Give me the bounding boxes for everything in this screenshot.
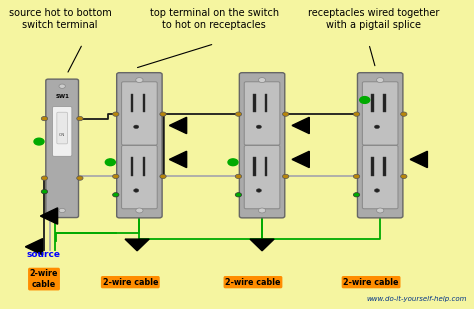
Text: 2-wire
cable: 2-wire cable bbox=[30, 269, 58, 289]
FancyBboxPatch shape bbox=[117, 73, 162, 218]
Bar bbox=[372, 157, 374, 176]
Bar bbox=[253, 94, 256, 112]
Circle shape bbox=[113, 174, 119, 179]
Circle shape bbox=[113, 112, 119, 116]
Circle shape bbox=[134, 125, 139, 129]
Circle shape bbox=[136, 208, 143, 213]
FancyBboxPatch shape bbox=[244, 82, 280, 145]
Circle shape bbox=[77, 116, 83, 121]
FancyBboxPatch shape bbox=[122, 146, 157, 209]
Circle shape bbox=[401, 112, 407, 116]
Bar bbox=[383, 157, 385, 176]
Circle shape bbox=[401, 174, 407, 179]
Bar bbox=[131, 94, 133, 112]
Polygon shape bbox=[169, 151, 187, 167]
Text: ON: ON bbox=[59, 133, 65, 137]
Circle shape bbox=[160, 174, 166, 179]
Text: 2-wire cable: 2-wire cable bbox=[225, 278, 281, 287]
FancyBboxPatch shape bbox=[46, 79, 79, 218]
Text: www.do-it-yourself-help.com: www.do-it-yourself-help.com bbox=[366, 296, 466, 302]
Circle shape bbox=[34, 138, 44, 145]
Circle shape bbox=[354, 193, 360, 197]
Text: receptacles wired together
with a pigtail splice: receptacles wired together with a pigtai… bbox=[308, 8, 439, 30]
FancyBboxPatch shape bbox=[122, 82, 157, 145]
Circle shape bbox=[41, 189, 47, 194]
Bar bbox=[253, 157, 256, 176]
Circle shape bbox=[41, 116, 47, 121]
Circle shape bbox=[136, 78, 143, 83]
Circle shape bbox=[256, 125, 262, 129]
Circle shape bbox=[360, 97, 370, 104]
Text: SW1: SW1 bbox=[55, 95, 69, 99]
Bar bbox=[265, 157, 267, 176]
Polygon shape bbox=[410, 151, 428, 167]
Circle shape bbox=[258, 78, 266, 83]
Circle shape bbox=[283, 174, 289, 179]
Bar bbox=[143, 94, 145, 112]
Polygon shape bbox=[250, 239, 274, 251]
Polygon shape bbox=[125, 239, 149, 251]
Polygon shape bbox=[26, 239, 43, 255]
Circle shape bbox=[374, 125, 380, 129]
Circle shape bbox=[134, 189, 139, 192]
Circle shape bbox=[374, 189, 380, 192]
Text: 2-wire cable: 2-wire cable bbox=[102, 278, 158, 287]
Bar bbox=[383, 94, 385, 112]
FancyBboxPatch shape bbox=[362, 82, 398, 145]
Circle shape bbox=[235, 112, 242, 116]
Text: source hot to bottom
switch terminal: source hot to bottom switch terminal bbox=[9, 8, 111, 30]
Circle shape bbox=[41, 176, 47, 180]
FancyBboxPatch shape bbox=[244, 146, 280, 209]
Circle shape bbox=[376, 78, 384, 83]
Circle shape bbox=[283, 112, 289, 116]
Circle shape bbox=[258, 208, 266, 213]
Circle shape bbox=[354, 112, 360, 116]
Polygon shape bbox=[292, 151, 310, 167]
Circle shape bbox=[354, 174, 360, 179]
Circle shape bbox=[59, 84, 65, 88]
FancyBboxPatch shape bbox=[57, 112, 67, 144]
Circle shape bbox=[77, 176, 83, 180]
Circle shape bbox=[113, 193, 119, 197]
Bar bbox=[143, 157, 145, 176]
Text: 2-wire cable: 2-wire cable bbox=[343, 278, 399, 287]
FancyBboxPatch shape bbox=[239, 73, 285, 218]
Circle shape bbox=[59, 208, 65, 213]
FancyBboxPatch shape bbox=[53, 107, 72, 156]
Text: top terminal on the switch
to hot on receptacles: top terminal on the switch to hot on rec… bbox=[150, 8, 279, 30]
Circle shape bbox=[160, 112, 166, 116]
Circle shape bbox=[105, 159, 115, 166]
Circle shape bbox=[235, 174, 242, 179]
Polygon shape bbox=[40, 208, 58, 224]
Circle shape bbox=[256, 189, 262, 192]
FancyBboxPatch shape bbox=[362, 146, 398, 209]
Bar bbox=[265, 94, 267, 112]
FancyBboxPatch shape bbox=[357, 73, 403, 218]
Polygon shape bbox=[169, 117, 187, 134]
Circle shape bbox=[376, 208, 384, 213]
Text: source: source bbox=[27, 250, 61, 259]
Circle shape bbox=[235, 193, 242, 197]
Circle shape bbox=[228, 159, 238, 166]
Bar bbox=[131, 157, 133, 176]
Bar bbox=[372, 94, 374, 112]
Polygon shape bbox=[292, 117, 310, 134]
